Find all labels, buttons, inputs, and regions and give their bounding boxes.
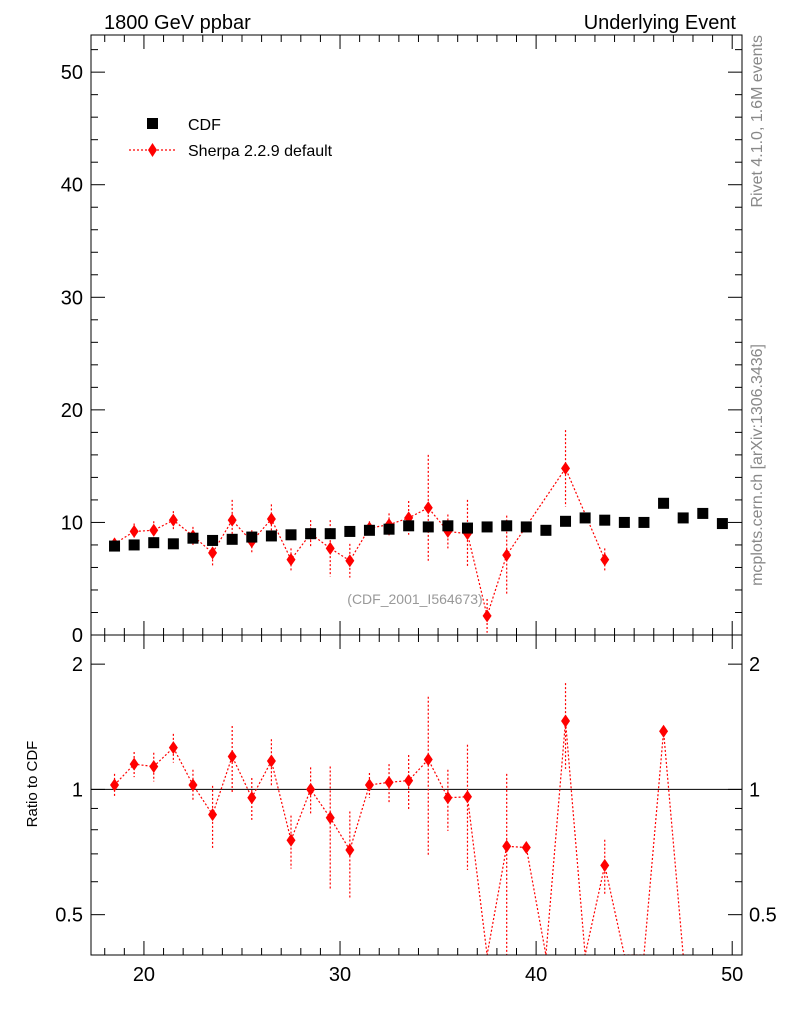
ratio-xtick-label: 40 bbox=[525, 964, 547, 986]
cdf-point bbox=[580, 512, 591, 523]
header-right-label: Underlying Event bbox=[584, 12, 737, 34]
ratio-ytick-label: 2 bbox=[72, 654, 83, 676]
header-left-label: 1800 GeV ppbar bbox=[104, 12, 251, 34]
cdf-point bbox=[501, 520, 512, 531]
cdf-point bbox=[717, 518, 728, 529]
cdf-point bbox=[344, 526, 355, 537]
cdf-point bbox=[129, 539, 140, 550]
cdf-point bbox=[462, 523, 473, 534]
main-ytick-label: 10 bbox=[61, 512, 83, 534]
ratio-xtick-label: 20 bbox=[133, 964, 155, 986]
cdf-point bbox=[187, 533, 198, 544]
cdf-point bbox=[442, 520, 453, 531]
main-ytick-label: 40 bbox=[61, 175, 83, 197]
cdf-point bbox=[364, 525, 375, 536]
cdf-point bbox=[638, 517, 649, 528]
cdf-point bbox=[384, 524, 395, 535]
legend-cdf-marker bbox=[147, 118, 158, 129]
legend-cdf-label: CDF bbox=[188, 117, 221, 134]
cdf-point bbox=[227, 534, 238, 545]
cdf-point bbox=[658, 498, 669, 509]
cdf-point bbox=[246, 532, 257, 543]
cdf-point bbox=[168, 538, 179, 549]
cdf-point bbox=[521, 521, 532, 532]
cdf-point bbox=[325, 528, 336, 539]
cdf-point bbox=[403, 520, 414, 531]
cdf-point bbox=[540, 525, 551, 536]
cdf-point bbox=[109, 541, 120, 552]
background bbox=[0, 0, 786, 1024]
ratio-xtick-label: 30 bbox=[329, 964, 351, 986]
cdf-point bbox=[599, 515, 610, 526]
main-ytick-label: 20 bbox=[61, 400, 83, 422]
ratio-ytick-label-right: 0.5 bbox=[749, 905, 777, 927]
cdf-point bbox=[266, 530, 277, 541]
cdf-point bbox=[697, 508, 708, 519]
plot-canvas: 1800 GeV ppbar Underlying Event Rivet 4.… bbox=[0, 0, 786, 1024]
cdf-point bbox=[560, 516, 571, 527]
cdf-point bbox=[678, 512, 689, 523]
ratio-ytick-label-right: 2 bbox=[749, 654, 760, 676]
side-label-mcplots: mcplots.cern.ch [arXiv:1306.3436] bbox=[749, 344, 766, 586]
cdf-point bbox=[286, 529, 297, 540]
cdf-point bbox=[482, 521, 493, 532]
main-ytick-label: 30 bbox=[61, 287, 83, 309]
main-ytick-label: 0 bbox=[72, 625, 83, 647]
ratio-ylabel: Ratio to CDF bbox=[24, 741, 41, 828]
cdf-point bbox=[305, 528, 316, 539]
ratio-ytick-label: 1 bbox=[72, 779, 83, 801]
cdf-point bbox=[207, 535, 218, 546]
cdf-point bbox=[619, 517, 630, 528]
cdf-point bbox=[423, 521, 434, 532]
ratio-xtick-label: 50 bbox=[721, 964, 743, 986]
side-label-rivet: Rivet 4.1.0, 1.6M events bbox=[749, 35, 766, 208]
main-ytick-label: 50 bbox=[61, 62, 83, 84]
cdf-point bbox=[148, 537, 159, 548]
analysis-watermark: (CDF_2001_I564673) bbox=[347, 591, 482, 607]
ratio-ytick-label: 0.5 bbox=[55, 905, 83, 927]
ratio-ytick-label-right: 1 bbox=[749, 779, 760, 801]
legend-sherpa-label: Sherpa 2.2.9 default bbox=[188, 143, 333, 160]
